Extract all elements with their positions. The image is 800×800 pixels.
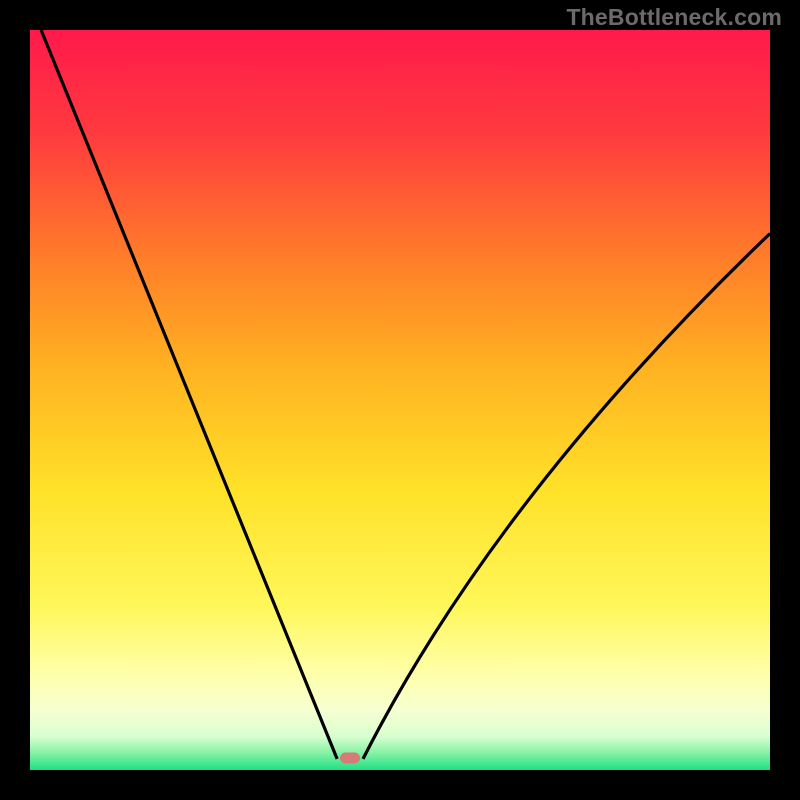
curve-right-branch bbox=[363, 234, 770, 759]
curve-left-branch bbox=[41, 30, 337, 759]
optimal-point-marker bbox=[340, 753, 360, 764]
plot-area bbox=[30, 30, 770, 770]
chart-frame: TheBottleneck.com bbox=[0, 0, 800, 800]
bottleneck-curve bbox=[30, 30, 770, 770]
watermark-text: TheBottleneck.com bbox=[566, 4, 782, 31]
